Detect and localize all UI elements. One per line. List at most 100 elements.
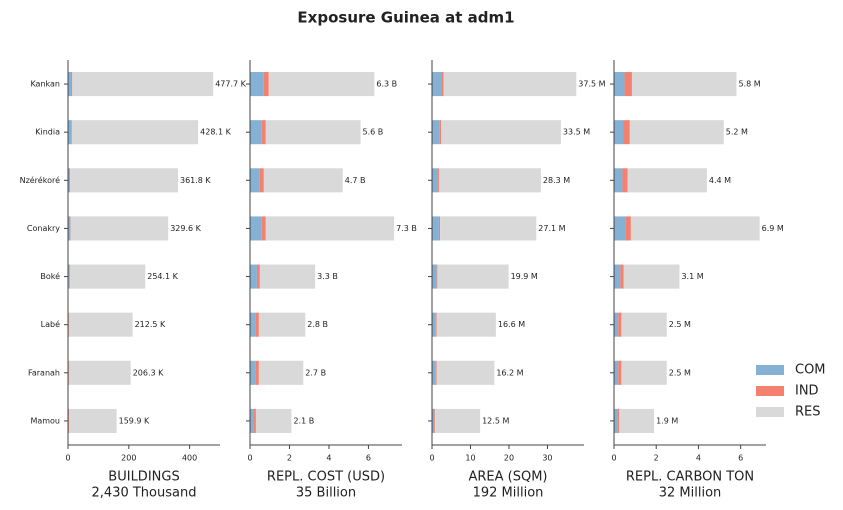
y-tick-label: Kindia (35, 128, 60, 137)
x-tick-label: 6 (366, 454, 371, 463)
bar-segment (434, 408, 436, 433)
total-label: 37.5 M (578, 80, 605, 89)
total-label: 2.7 B (305, 368, 326, 377)
bar-segment (614, 264, 621, 289)
bar-segment (614, 216, 626, 241)
total-label: 33.5 M (563, 128, 590, 137)
bar-segment (250, 312, 256, 337)
bar-segment (68, 408, 69, 433)
bar-segment (432, 168, 439, 193)
bar-segment (263, 168, 343, 193)
legend-label: IND (795, 384, 819, 399)
total-label: 3.1 M (681, 272, 703, 281)
total-label: 7.3 B (396, 224, 417, 233)
bar-segment (250, 120, 262, 145)
bar-segment (250, 264, 257, 289)
bar-segment (432, 360, 436, 385)
bar-segment (250, 360, 256, 385)
bar-segment (621, 312, 667, 337)
bar-segment (614, 408, 618, 433)
bar-segment (72, 72, 214, 97)
total-label: 159.9 K (119, 416, 150, 425)
total-label: 1.9 M (656, 416, 678, 425)
y-tick-label: Conakry (27, 224, 60, 233)
total-label: 3.3 B (317, 272, 338, 281)
bar-segment (68, 72, 72, 97)
x-axis-subtitle: 2,430 Thousand (92, 486, 197, 501)
bar-segment (255, 312, 259, 337)
total-label: 329.6 K (170, 224, 201, 233)
total-label: 5.2 M (726, 128, 748, 137)
x-axis-label: AREA (SQM) (468, 470, 547, 485)
bar-segment (71, 72, 73, 97)
bar-segment (438, 168, 440, 193)
bar-segment (255, 408, 292, 433)
total-label: 477.7 K (215, 80, 246, 89)
bar-segment (618, 360, 622, 385)
legend-label: RES (795, 405, 821, 420)
total-label: 16.6 M (498, 320, 525, 329)
bar-segment (261, 216, 266, 241)
bar-segment (250, 408, 254, 433)
x-tick-label: 2 (287, 454, 292, 463)
total-label: 28.3 M (543, 176, 570, 185)
x-axis-label: REPL. COST (USD) (267, 470, 385, 485)
bar-segment (268, 72, 375, 97)
y-tick-label: Nzérékoré (20, 175, 60, 185)
bar-segment (436, 264, 438, 289)
x-tick-label: 0 (611, 454, 616, 463)
y-tick-label: Kankan (30, 80, 60, 89)
bar-segment (623, 120, 630, 145)
bar-segment (259, 168, 264, 193)
bar-segment (255, 360, 259, 385)
total-label: 212.5 K (135, 320, 166, 329)
bar-segment (438, 216, 441, 241)
total-label: 12.5 M (482, 416, 509, 425)
bar-segment (71, 120, 199, 145)
total-label: 428.1 K (200, 128, 231, 137)
bar-segment (265, 216, 395, 241)
y-tick-label: Mamou (30, 416, 60, 425)
bar-segment (617, 408, 620, 433)
bar-segment (256, 264, 260, 289)
total-label: 5.8 M (738, 80, 760, 89)
total-label: 6.9 M (762, 224, 784, 233)
bar-segment (258, 360, 304, 385)
bar-segment (70, 168, 178, 193)
bar-segment (68, 264, 70, 289)
bar-segment (68, 216, 71, 241)
y-tick-label: Faranah (28, 368, 60, 377)
bar-segment (439, 168, 541, 193)
total-label: 2.5 M (669, 320, 691, 329)
x-tick-label: 20 (504, 454, 514, 463)
bar-segment (68, 120, 72, 145)
bar-segment (629, 120, 724, 145)
bar-segment (250, 216, 262, 241)
bar-segment (441, 120, 561, 145)
legend-swatch (756, 386, 784, 396)
x-tick-label: 6 (738, 454, 743, 463)
bar-segment (625, 216, 631, 241)
total-label: 206.3 K (133, 368, 164, 377)
bar-segment (261, 120, 266, 145)
x-tick-label: 10 (465, 454, 475, 463)
x-tick-label: 200 (121, 454, 136, 463)
x-tick-label: 0 (65, 454, 70, 463)
bar-segment (259, 264, 316, 289)
bar-segment (436, 360, 495, 385)
total-label: 4.7 B (345, 176, 366, 185)
x-axis-label: REPL. CARBON TON (626, 470, 754, 485)
bar-segment (440, 216, 537, 241)
bar-segment (432, 264, 437, 289)
x-axis-subtitle: 35 Billion (296, 486, 356, 501)
bar-segment (436, 312, 496, 337)
bar-segment (263, 72, 269, 97)
legend-swatch (756, 407, 784, 417)
x-tick-label: 0 (429, 454, 434, 463)
bar-segment (69, 264, 146, 289)
bar-segment (614, 120, 624, 145)
total-label: 2.5 M (669, 368, 691, 377)
bar-segment (68, 408, 117, 433)
bar-segment (435, 360, 437, 385)
